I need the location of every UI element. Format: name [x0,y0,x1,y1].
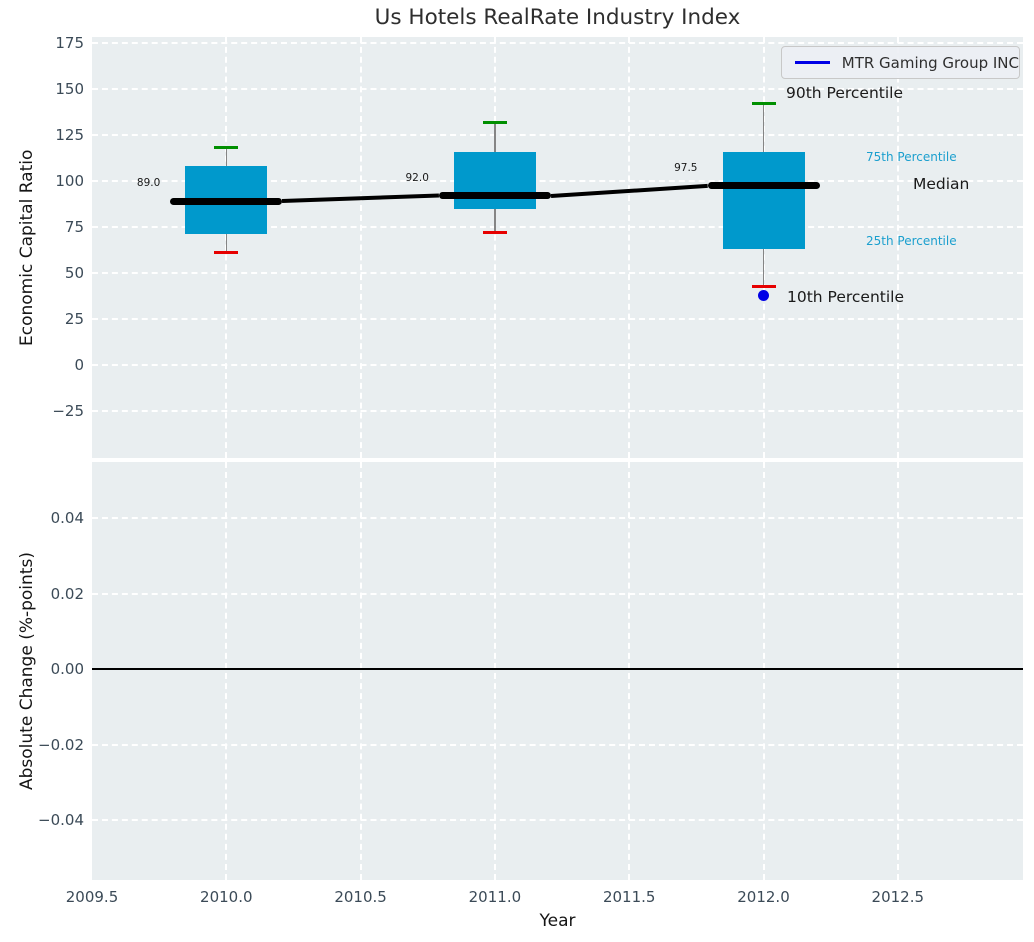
x-tick-label: 2011.5 [602,888,656,906]
x-axis-label: Year [539,911,576,931]
capital-ratio-plot: 89.0 92.0 97.5 [92,37,1023,458]
y-tick-label: 100 [55,172,84,190]
gridline [762,462,765,880]
gridline [628,462,631,880]
y-tick-label: 25 [64,310,84,328]
annotation-25th-percentile: 25th Percentile [866,234,957,248]
y-tick-label: 150 [55,80,84,98]
y-tick-label: −0.04 [38,811,84,829]
gridline [92,517,1023,519]
p10-cap [482,231,507,235]
gridline [92,180,1023,182]
annotation-median: Median [913,175,970,193]
y-tick-label: 0 [74,356,84,374]
gridline [359,462,362,880]
gridline [92,592,1023,595]
gridline [92,318,1023,320]
median-value-label: 97.5 [674,161,698,174]
chart-title: Us Hotels RealRate Industry Index [374,5,741,30]
x-tick-label: 2012.0 [737,888,790,906]
x-tick-label: 2010.0 [200,888,253,906]
y-tick-label: 0.00 [50,660,84,678]
gridline [92,226,1023,228]
annotation-75th-percentile: 75th Percentile [866,150,957,164]
y-axis-label-capital-ratio: Economic Capital Ratio [17,149,37,346]
x-tick-label: 2009.5 [65,888,119,906]
median-value-label: 92.0 [405,171,429,184]
gridline [92,272,1023,274]
iqr-box [722,151,805,250]
x-tick-label: 2010.5 [334,888,387,906]
p10-cap [751,285,776,289]
annotation-10th-percentile: 10th Percentile [787,288,905,306]
median-bar [170,197,283,205]
x-tick-label: 2012.5 [871,888,925,906]
company-data-point [758,289,769,301]
legend: MTR Gaming Group INC [781,46,1020,79]
gridline [225,462,228,880]
gridline [493,462,496,880]
p90-cap [751,102,776,106]
p10-cap [214,251,239,255]
y-tick-label: 125 [55,126,84,144]
y-tick-label: 0.04 [50,509,84,527]
y-tick-label: 50 [64,264,84,282]
gridline [92,42,1023,44]
gridline [896,37,899,458]
gridline [92,743,1023,746]
gridline [359,37,362,458]
legend-line-sample [795,61,830,64]
y-tick-label: 0.02 [50,584,84,603]
annotation-90th-percentile: 90th Percentile [786,84,904,102]
gridline [92,134,1023,136]
gridline [92,364,1023,366]
y-tick-label: −25 [52,402,84,420]
p90-cap [214,146,239,150]
median-bar [438,192,551,200]
y-tick-label: −0.02 [38,735,84,754]
gridline [92,88,1023,90]
absolute-change-plot [92,462,1023,880]
y-tick-label: 175 [55,34,84,52]
gridline [92,819,1023,821]
iqr-box [453,151,536,209]
gridline [493,37,496,458]
y-tick-label: 75 [64,218,84,236]
gridline [896,462,899,880]
gridline [92,410,1023,412]
median-bar [707,182,820,190]
p90-cap [482,120,507,124]
zero-line [92,668,1023,670]
median-value-label: 89.0 [136,177,161,190]
gridline [628,37,631,458]
legend-label: MTR Gaming Group INC [841,53,1019,72]
x-tick-label: 2011.0 [468,888,522,906]
